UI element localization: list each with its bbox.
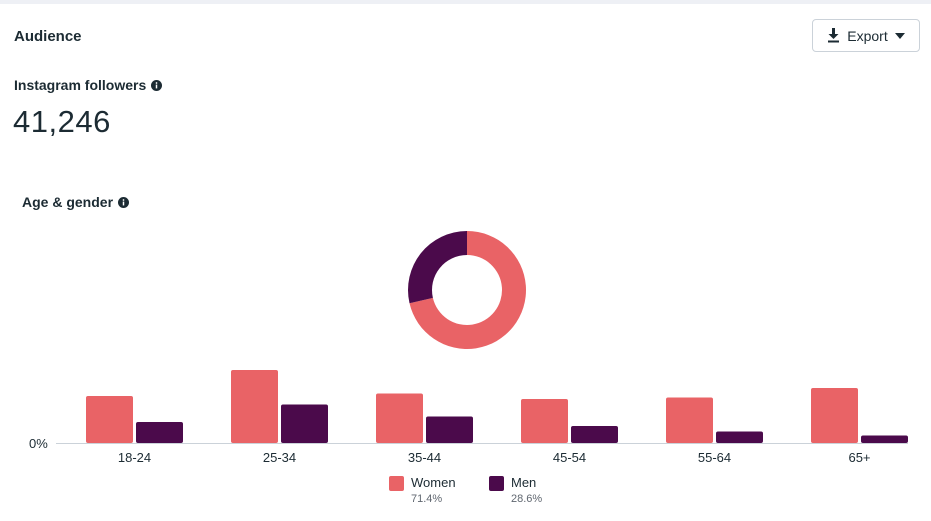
legend-percent: 28.6% bbox=[511, 493, 543, 505]
bar-women-55-64 bbox=[666, 397, 713, 443]
x-tick-label: 65+ bbox=[848, 450, 870, 465]
x-tick-label: 25-34 bbox=[263, 450, 296, 465]
followers-label-text: Instagram followers bbox=[14, 77, 147, 93]
info-icon[interactable] bbox=[118, 196, 130, 208]
bar-men-18-24 bbox=[136, 422, 183, 443]
bar-women-45-54 bbox=[521, 399, 568, 443]
legend-swatch-women bbox=[389, 476, 404, 491]
legend-item-men[interactable]: Men 28.6% bbox=[489, 475, 542, 505]
legend-item-women[interactable]: Women 71.4% bbox=[389, 475, 456, 505]
donut-slice-women bbox=[409, 231, 526, 350]
bar-women-35-44 bbox=[376, 393, 423, 443]
bar-men-25-34 bbox=[281, 404, 328, 443]
top-divider bbox=[0, 0, 931, 4]
legend-name: Men bbox=[511, 475, 537, 490]
legend-name: Women bbox=[411, 475, 456, 490]
bar-women-18-24 bbox=[86, 396, 133, 443]
legend-percent: 71.4% bbox=[411, 493, 443, 505]
export-label: Export bbox=[847, 27, 888, 44]
x-tick-label: 18-24 bbox=[118, 450, 151, 465]
legend-swatch-men bbox=[489, 476, 504, 491]
download-icon bbox=[828, 28, 840, 43]
age-gender-label: Age & gender bbox=[22, 194, 130, 210]
x-tick-label: 55-64 bbox=[698, 450, 731, 465]
followers-count: 41,246 bbox=[13, 104, 111, 139]
bar-women-25-34 bbox=[231, 370, 278, 443]
section-title: Audience bbox=[14, 28, 82, 45]
caret-down-icon bbox=[894, 32, 905, 39]
x-tick-label: 35-44 bbox=[408, 450, 441, 465]
bar-men-35-44 bbox=[426, 416, 473, 443]
bar-men-65+ bbox=[861, 435, 908, 443]
donut-slice-men bbox=[408, 231, 467, 304]
followers-label: Instagram followers bbox=[14, 77, 163, 93]
bar-men-45-54 bbox=[571, 426, 618, 443]
x-tick-label: 45-54 bbox=[553, 450, 586, 465]
age-gender-label-text: Age & gender bbox=[22, 194, 114, 210]
bar-men-55-64 bbox=[716, 431, 763, 443]
info-icon[interactable] bbox=[151, 79, 163, 91]
export-button[interactable]: Export bbox=[812, 19, 920, 52]
bar-women-65+ bbox=[811, 388, 858, 443]
y-tick-label: 0% bbox=[29, 436, 48, 451]
